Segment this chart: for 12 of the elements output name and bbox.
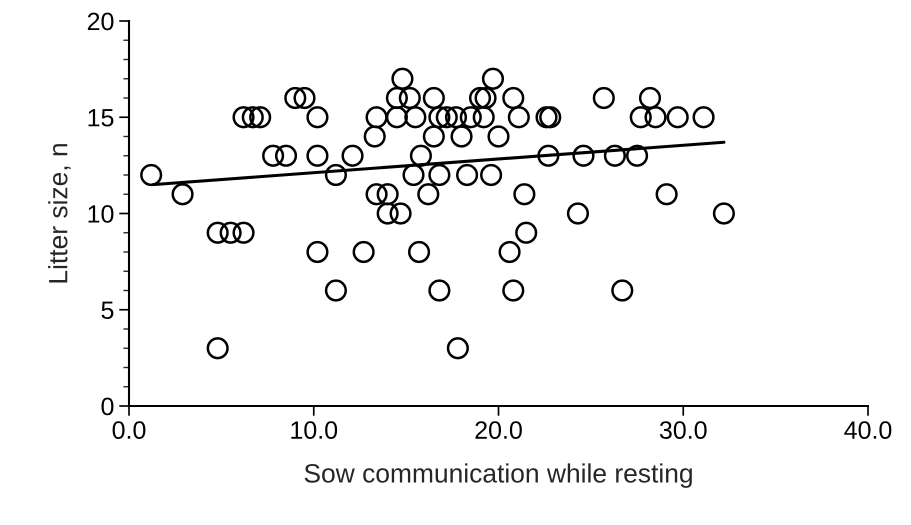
y-axis-title: Litter size, n bbox=[48, 144, 71, 282]
y-tick-label: 10 bbox=[88, 205, 114, 223]
y-tick-label: 5 bbox=[102, 302, 114, 320]
x-tick-label: 30.0 bbox=[660, 421, 707, 439]
x-tick-label: 0.0 bbox=[112, 421, 146, 439]
x-axis-title: Sow communication while resting bbox=[304, 463, 692, 488]
x-tick-label: 10.0 bbox=[291, 421, 338, 439]
x-tick-label: 40.0 bbox=[844, 421, 892, 439]
y-tick-label: 0 bbox=[101, 398, 114, 416]
x-tick-label: 20.0 bbox=[475, 421, 522, 439]
y-tick-label: 15 bbox=[88, 109, 114, 127]
y-tick-label: 20 bbox=[88, 12, 114, 30]
